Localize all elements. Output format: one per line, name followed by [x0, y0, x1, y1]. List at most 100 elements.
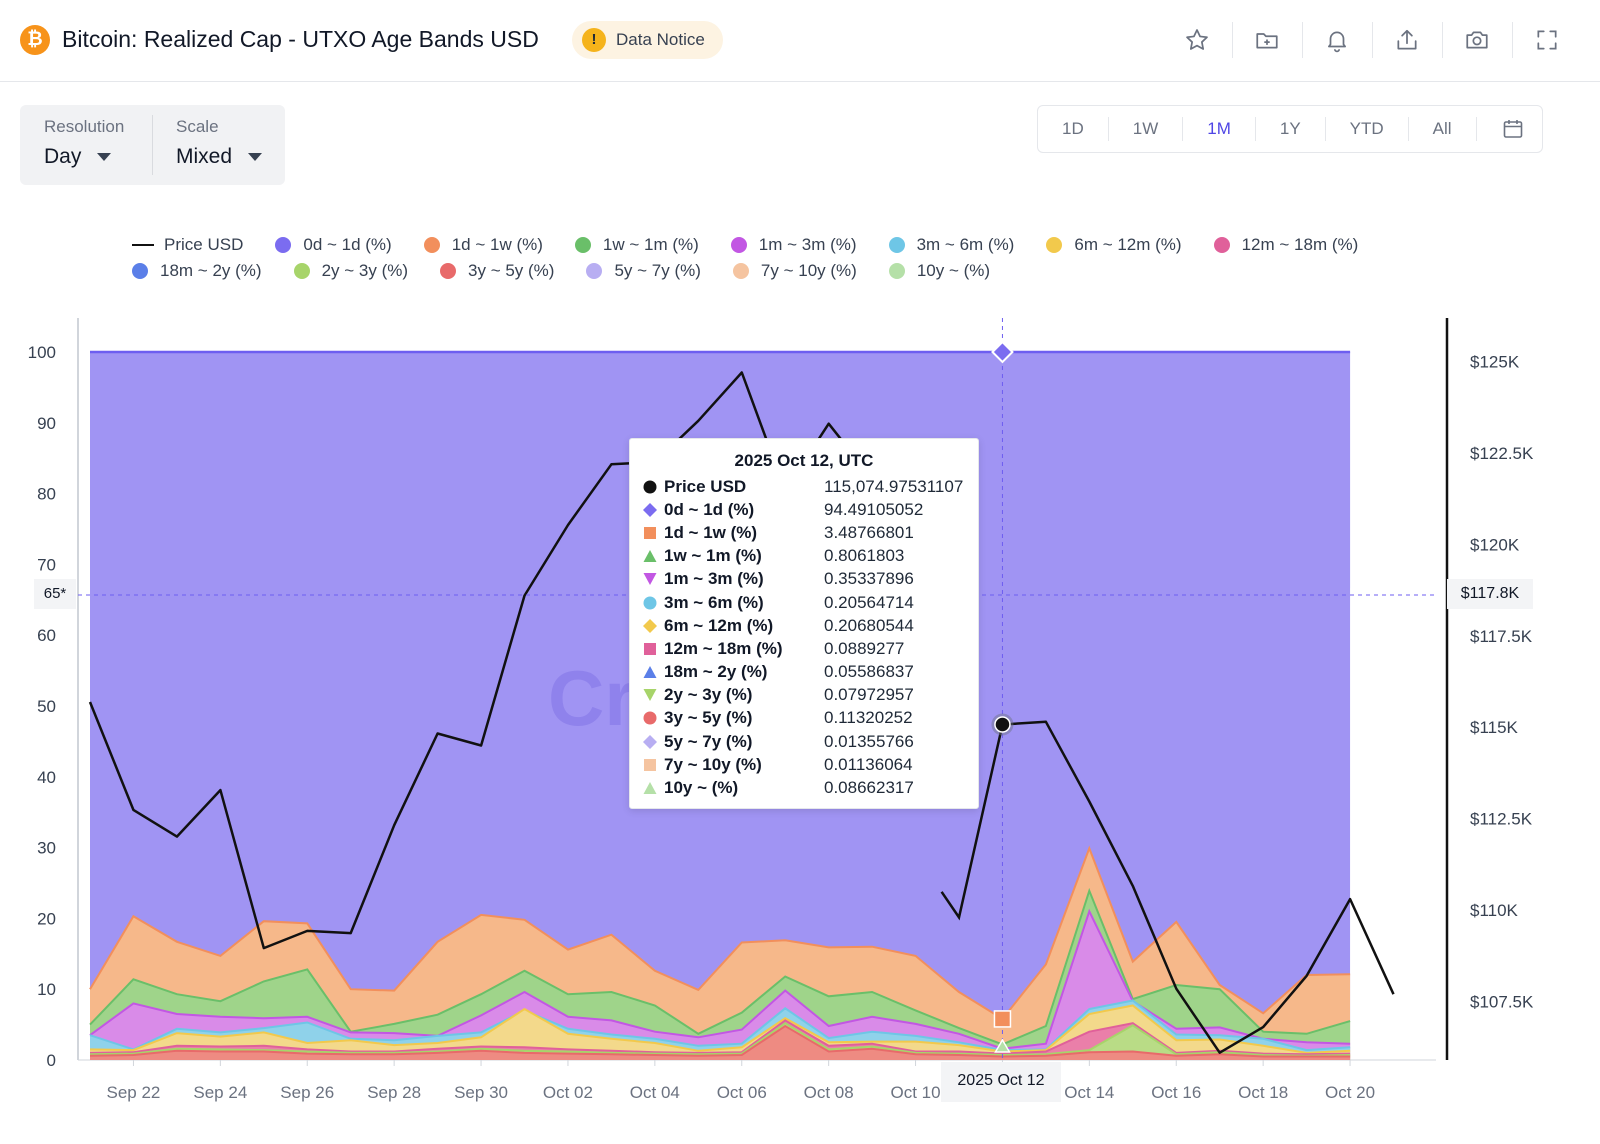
- x-tick-label: Sep 26: [280, 1083, 334, 1102]
- legend-row: 18m ~ 2y (%) 2y ~ 3y (%) 3y ~ 5y (%) 5y ~ 7…: [132, 258, 1452, 284]
- share-button[interactable]: [1372, 20, 1442, 60]
- tooltip-row: 0d ~ 1d (%) 94.49105052: [642, 498, 966, 521]
- line-12m-18m-: [89, 1019, 1351, 1056]
- tooltip-label: 10y ~ (%): [664, 778, 739, 798]
- add-to-folder-button[interactable]: [1232, 20, 1302, 60]
- legend-item[interactable]: Price USD: [132, 235, 243, 255]
- legend-label: 0d ~ 1d (%): [303, 235, 392, 254]
- legend-row: Price USD 0d ~ 1d (%) 1d ~ 1w (%) 1w ~ 1m (…: [132, 232, 1452, 258]
- legend-item[interactable]: 3y ~ 5y (%): [440, 261, 554, 281]
- legend-item[interactable]: 7y ~ 10y (%): [732, 261, 857, 281]
- tooltip-row: 12m ~ 18m (%) 0.0889277: [642, 637, 966, 660]
- y-right-tick-label: $125K: [1470, 353, 1520, 372]
- caret-down-icon: [97, 153, 112, 161]
- tooltip-row: 10y ~ (%) 0.08662317: [642, 776, 966, 799]
- legend-label: 6m ~ 12m (%): [1074, 235, 1182, 254]
- range-1w[interactable]: 1W: [1109, 117, 1184, 141]
- square-marker-icon: [642, 641, 658, 657]
- calendar-icon: [1503, 120, 1522, 138]
- diamond-marker-icon: [642, 734, 658, 750]
- screenshot-button[interactable]: [1442, 20, 1512, 60]
- x-tick-label: Oct 18: [1238, 1083, 1288, 1102]
- tooltip-value: 0.01136064: [824, 754, 913, 774]
- resolution-value: Day: [44, 145, 82, 168]
- watermark-text: Cr: [548, 654, 635, 742]
- triangle-marker-icon: [642, 780, 658, 796]
- y-left-tick-label: 10: [37, 980, 56, 999]
- tooltip-row: 18m ~ 2y (%) 0.05586837: [642, 661, 966, 684]
- tooltip-value: 0.8061803: [824, 546, 905, 566]
- legend-item[interactable]: 10y ~ (%): [888, 261, 991, 281]
- legend-swatch: [293, 263, 310, 279]
- fullscreen-button[interactable]: [1512, 20, 1582, 60]
- legend-item[interactable]: 3m ~ 6m (%): [888, 235, 1015, 255]
- x-tick-label: Sep 22: [107, 1083, 161, 1102]
- hover-marker-10y: [994, 1038, 1011, 1053]
- range-1y[interactable]: 1Y: [1256, 117, 1326, 141]
- scale-label: Scale: [176, 117, 219, 136]
- y-left-tick-label: 20: [37, 909, 56, 928]
- tooltip-label: 3y ~ 5y (%): [664, 708, 753, 728]
- legend-item[interactable]: 1w ~ 1m (%): [574, 235, 699, 255]
- tooltip-label: 1m ~ 3m (%): [664, 569, 764, 589]
- x-tick-label: Oct 10: [891, 1083, 941, 1102]
- tooltip-label: 2y ~ 3y (%): [664, 685, 753, 705]
- date-picker-button[interactable]: [1477, 117, 1549, 141]
- legend-swatch: [888, 237, 905, 253]
- y-right-tick-label: $122.5K: [1470, 444, 1534, 463]
- legend-item[interactable]: 6m ~ 12m (%): [1046, 235, 1182, 255]
- legend-label: 10y ~ (%): [916, 261, 991, 280]
- tooltip-value: 3.48766801: [824, 522, 914, 542]
- bell-icon: [1328, 31, 1346, 53]
- resolution-select[interactable]: Resolution Day: [44, 117, 124, 169]
- square-marker-icon: [642, 757, 658, 773]
- y-left-tick-label: 70: [37, 555, 56, 574]
- range-1d[interactable]: 1D: [1038, 117, 1109, 141]
- triangle-down-marker-icon: [642, 687, 658, 703]
- area-1d-1w-: [90, 848, 1351, 1060]
- scale-select[interactable]: Scale Mixed: [176, 117, 263, 169]
- legend-swatch: [423, 237, 440, 253]
- tooltip-label: 1w ~ 1m (%): [664, 546, 762, 566]
- y-left-tick-label: 80: [37, 485, 56, 504]
- alert-button[interactable]: [1302, 20, 1372, 60]
- divider: [152, 115, 153, 175]
- legend-item[interactable]: 12m ~ 18m (%): [1213, 235, 1358, 255]
- x-tick-label: Sep 28: [367, 1083, 421, 1102]
- legend-label: 1w ~ 1m (%): [602, 235, 699, 254]
- tooltip-row: 6m ~ 12m (%) 0.20680544: [642, 614, 966, 637]
- tooltip-value: 94.49105052: [824, 499, 924, 519]
- legend-item[interactable]: 5y ~ 7y (%): [586, 261, 701, 281]
- data-notice-button[interactable]: ! Data Notice: [572, 21, 723, 59]
- legend-label: 3m ~ 6m (%): [916, 235, 1015, 254]
- x-tick-label: Oct 04: [630, 1083, 680, 1102]
- tooltip-row: 5y ~ 7y (%) 0.01355766: [642, 730, 966, 753]
- caret-down-icon: [248, 153, 263, 161]
- square-marker-icon: [642, 525, 658, 541]
- legend-item[interactable]: 1d ~ 1w (%): [423, 235, 543, 255]
- legend-item[interactable]: 1m ~ 3m (%): [730, 235, 857, 255]
- tooltip-row: 2y ~ 3y (%) 0.07972957: [642, 684, 966, 707]
- tooltip-row: 1d ~ 1w (%) 3.48766801: [642, 521, 966, 544]
- star-icon: [1186, 29, 1208, 50]
- legend-swatch: [732, 263, 749, 279]
- legend-item[interactable]: 18m ~ 2y (%): [132, 261, 262, 281]
- star-button[interactable]: [1162, 20, 1232, 60]
- legend-item[interactable]: 2y ~ 3y (%): [293, 261, 408, 281]
- legend-item[interactable]: 0d ~ 1d (%): [275, 235, 392, 255]
- legend-label: 1d ~ 1w (%): [451, 235, 543, 254]
- tooltip-value: 0.01355766: [824, 731, 914, 751]
- legend-swatch: [132, 244, 154, 246]
- area-6m-12m-: [90, 1005, 1351, 1060]
- legend-label: 1m ~ 3m (%): [758, 235, 857, 254]
- range-all[interactable]: All: [1409, 117, 1477, 141]
- legend-swatch: [888, 263, 905, 279]
- x-tick-label: Oct 20: [1325, 1083, 1375, 1102]
- legend-swatch: [730, 237, 747, 253]
- range-ytd[interactable]: YTD: [1326, 117, 1409, 141]
- tooltip-value: 0.0889277: [824, 638, 905, 658]
- warning-icon: !: [582, 28, 606, 52]
- tooltip-label: 3m ~ 6m (%): [664, 592, 764, 612]
- range-1m[interactable]: 1M: [1183, 117, 1256, 141]
- tooltip-label: 12m ~ 18m (%): [664, 638, 783, 658]
